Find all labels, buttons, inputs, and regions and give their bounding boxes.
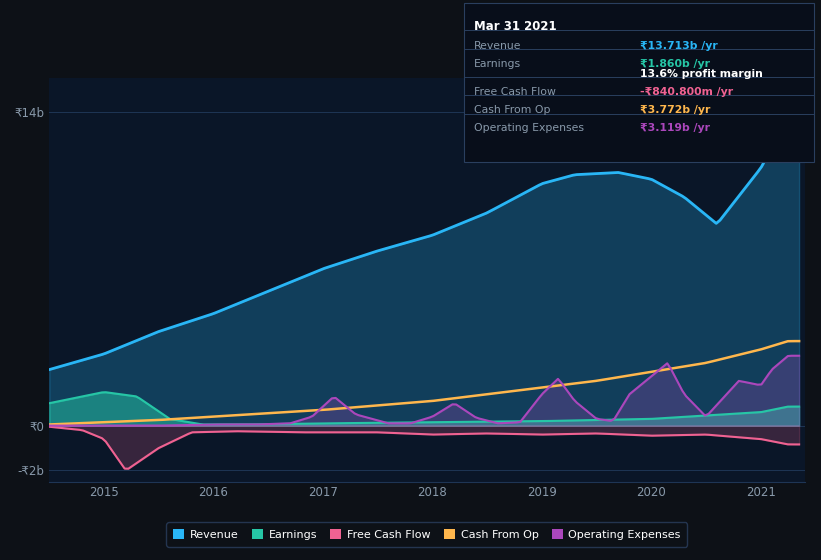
Text: ₹3.772b /yr: ₹3.772b /yr [640, 105, 711, 115]
Text: Cash From Op: Cash From Op [474, 105, 550, 115]
Text: 13.6% profit margin: 13.6% profit margin [640, 69, 764, 79]
Text: ₹13.713b /yr: ₹13.713b /yr [640, 41, 718, 51]
Legend: Revenue, Earnings, Free Cash Flow, Cash From Op, Operating Expenses: Revenue, Earnings, Free Cash Flow, Cash … [167, 522, 687, 547]
Text: -₹840.800m /yr: -₹840.800m /yr [640, 87, 733, 97]
Text: Operating Expenses: Operating Expenses [474, 123, 584, 133]
Text: ₹1.860b /yr: ₹1.860b /yr [640, 59, 710, 69]
Text: Earnings: Earnings [474, 59, 521, 69]
Text: Revenue: Revenue [474, 41, 521, 51]
Text: ₹3.119b /yr: ₹3.119b /yr [640, 123, 710, 133]
Text: Free Cash Flow: Free Cash Flow [474, 87, 556, 97]
Text: Mar 31 2021: Mar 31 2021 [474, 20, 557, 32]
